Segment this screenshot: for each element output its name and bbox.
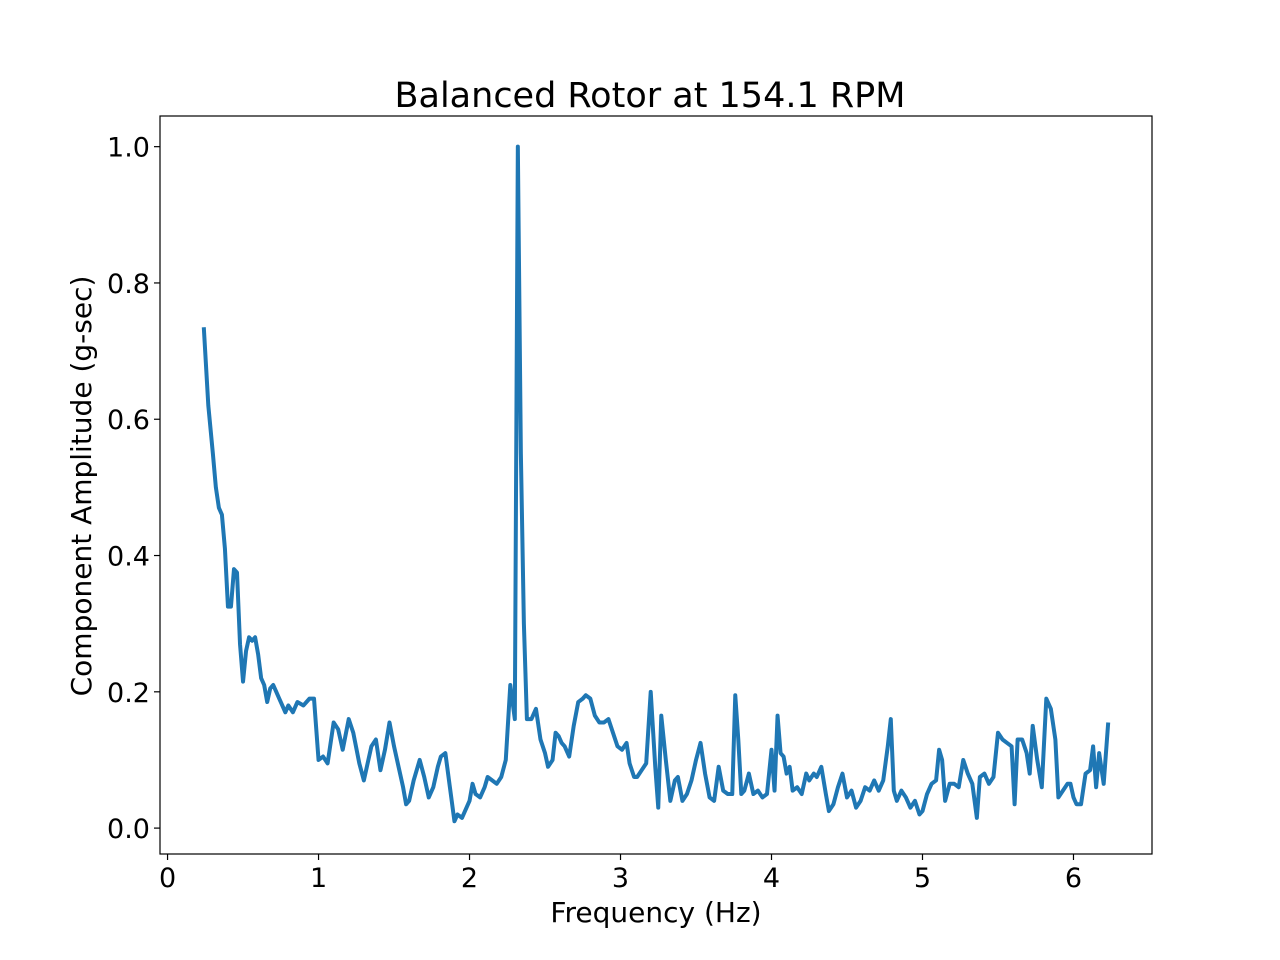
x-tick-label: 4 — [763, 863, 780, 894]
y-tick-label: 0.2 — [107, 678, 150, 709]
x-axis: 0 1 2 3 4 5 6 — [159, 854, 1082, 894]
y-tick-label: 0.0 — [107, 814, 150, 845]
y-tick-label: 0.6 — [107, 405, 150, 436]
plot-area — [201, 144, 1111, 824]
x-tick-label: 5 — [914, 863, 931, 894]
x-tick-label: 6 — [1065, 863, 1082, 894]
chart-title: Balanced Rotor at 154.1 RPM — [395, 76, 906, 116]
y-tick-label: 0.8 — [107, 269, 150, 300]
x-axis-label: Frequency (Hz) — [550, 896, 761, 929]
x-tick-label: 2 — [461, 863, 478, 894]
x-tick-label: 1 — [310, 863, 327, 894]
y-axis-label: Component Amplitude (g-sec) — [65, 276, 98, 697]
x-tick-label: 0 — [159, 863, 176, 894]
y-tick-label: 0.4 — [107, 542, 150, 573]
x-tick-label: 3 — [612, 863, 629, 894]
plot-frame — [159, 115, 1153, 855]
y-axis: 0.0 0.2 0.4 0.6 0.8 1.0 — [107, 133, 160, 845]
series-line — [201, 144, 1111, 824]
y-tick-label: 1.0 — [107, 133, 150, 164]
